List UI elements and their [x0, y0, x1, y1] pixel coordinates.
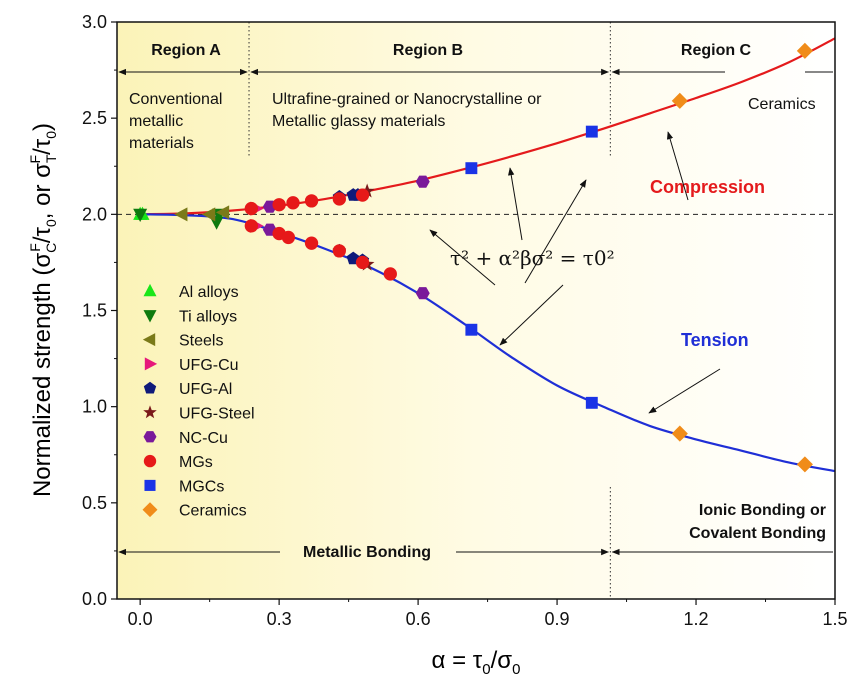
- x-tick-label-4: 1.2: [684, 609, 709, 629]
- mgs-point-8: [281, 230, 296, 245]
- ceramics-point-3: [796, 456, 813, 473]
- steels-point-0: [174, 207, 188, 222]
- pointer-arrow-1: [429, 229, 496, 286]
- region-desc-1-1: Metallic glassy materials: [272, 113, 445, 130]
- legend-label-ufg-steel: UFG-Steel: [179, 406, 255, 423]
- ionic-bonding-label-1: Covalent Bonding: [689, 525, 826, 542]
- region-label-2: Region C: [681, 42, 752, 59]
- ceramics-point-2: [671, 425, 688, 442]
- x-tick-label-1: 0.3: [267, 609, 292, 629]
- pointer-arrow-2: [524, 179, 587, 284]
- mgs-point-3: [304, 194, 319, 208]
- region-label-1: Region B: [393, 42, 463, 59]
- equation: τ² + α²βσ² = τ0²: [450, 246, 615, 270]
- ceramics-point-1: [796, 42, 813, 59]
- pointer-arrow-5: [648, 368, 721, 414]
- mgs-point-4: [332, 192, 346, 206]
- mgs-point-6: [244, 219, 258, 233]
- x-tick-label-0: 0.0: [128, 609, 153, 629]
- y-axis-title: Normalized strength (σCF/τ0, or σTF/τ0): [27, 123, 59, 497]
- legend: Al alloys Ti alloys Steels UFG-Cu UFG-Al UFG-…: [142, 283, 255, 520]
- y-tick-label-4: 2.0: [82, 204, 107, 224]
- legend-marker-mgs: [143, 454, 157, 468]
- y-tick-label-5: 2.5: [82, 108, 107, 128]
- axes: 0.0 0.3 0.6 0.9 1.2 1.5 0.0 0.5 1.0 1.5 2.0 2.5 3.0: [82, 12, 848, 629]
- mgs-point-9: [304, 236, 319, 250]
- legend-marker-al-alloys: [143, 283, 157, 297]
- mgcs-point-3: [585, 396, 598, 409]
- annotations: Region A Region B Region C Conventional meta…: [118, 42, 833, 561]
- legend-label-mgs: MGs: [179, 454, 213, 471]
- region-desc-0-0: Conventional: [129, 91, 222, 108]
- legend-marker-ti-alloys: [143, 310, 157, 323]
- legend-label-mgcs: MGCs: [179, 478, 224, 495]
- y-tick-label-3: 1.5: [82, 301, 107, 321]
- metallic-bonding-label: Metallic Bonding: [303, 544, 431, 561]
- nc-cu-point-1: [415, 175, 430, 188]
- data-points: [133, 42, 813, 473]
- legend-marker-ceramics: [142, 502, 158, 518]
- legend-label-ti-alloys: Ti alloys: [179, 308, 237, 325]
- legend-marker-steels: [142, 333, 156, 347]
- x-axis-title: α = τ0/σ0: [432, 647, 521, 678]
- region-desc-2-0: Ceramics: [748, 96, 816, 113]
- legend-marker-ufg-al: [143, 381, 157, 394]
- legend-marker-ufg-steel: [143, 405, 157, 419]
- mgcs-point-2: [465, 323, 478, 336]
- ti-alloys-point-0: [133, 208, 148, 223]
- legend-marker-ufg-cu: [144, 357, 158, 371]
- legend-label-steels: Steels: [179, 333, 223, 350]
- pointer-arrow-3: [499, 284, 564, 346]
- steels-point-1: [201, 207, 216, 222]
- legend-label-ufg-cu: UFG-Cu: [179, 357, 239, 374]
- legend-label-nc-cu: NC-Cu: [179, 430, 228, 447]
- y-tick-label-6: 3.0: [82, 12, 107, 32]
- x-tick-label-3: 0.9: [545, 609, 570, 629]
- legend-marker-nc-cu: [143, 431, 157, 443]
- steels-point-2: [215, 205, 230, 220]
- y-tick-label-1: 0.5: [82, 493, 107, 513]
- y-tick-label-2: 1.0: [82, 397, 107, 417]
- tension-label: Tension: [681, 330, 749, 350]
- mgcs-point-0: [465, 162, 478, 175]
- compression-label: Compression: [650, 177, 765, 197]
- y-tick-label-0: 0.0: [82, 589, 107, 609]
- pointer-arrow-4: [666, 131, 689, 201]
- mgcs-point-1: [585, 125, 598, 138]
- ionic-bonding-label-0: Ionic Bonding or: [699, 502, 826, 519]
- legend-label-al-alloys: Al alloys: [179, 284, 239, 301]
- mgs-point-1: [272, 198, 286, 212]
- legend-label-ufg-al: UFG-Al: [179, 381, 232, 398]
- reference-layer: [117, 22, 835, 599]
- x-tick-label-2: 0.6: [406, 609, 431, 629]
- mgs-point-10: [332, 244, 346, 258]
- region-desc-0-1: metallic: [129, 113, 183, 130]
- pointer-arrow-0: [508, 167, 523, 241]
- legend-marker-mgcs: [144, 479, 156, 491]
- region-desc-0-2: materials: [129, 135, 194, 152]
- mgs-point-2: [286, 196, 300, 210]
- mgs-point-11: [355, 255, 370, 270]
- mgs-point-0: [244, 201, 258, 216]
- mgs-point-12: [383, 267, 397, 281]
- plot-background: [117, 22, 835, 599]
- mgs-point-5: [355, 188, 370, 202]
- region-label-0: Region A: [151, 42, 221, 59]
- nc-cu-point-3: [415, 287, 430, 300]
- ceramics-point-0: [671, 92, 688, 109]
- region-desc-1-0: Ultrafine-grained or Nanocrystalline or: [272, 91, 542, 108]
- legend-label-ceramics: Ceramics: [179, 503, 247, 520]
- x-tick-label-5: 1.5: [822, 609, 847, 629]
